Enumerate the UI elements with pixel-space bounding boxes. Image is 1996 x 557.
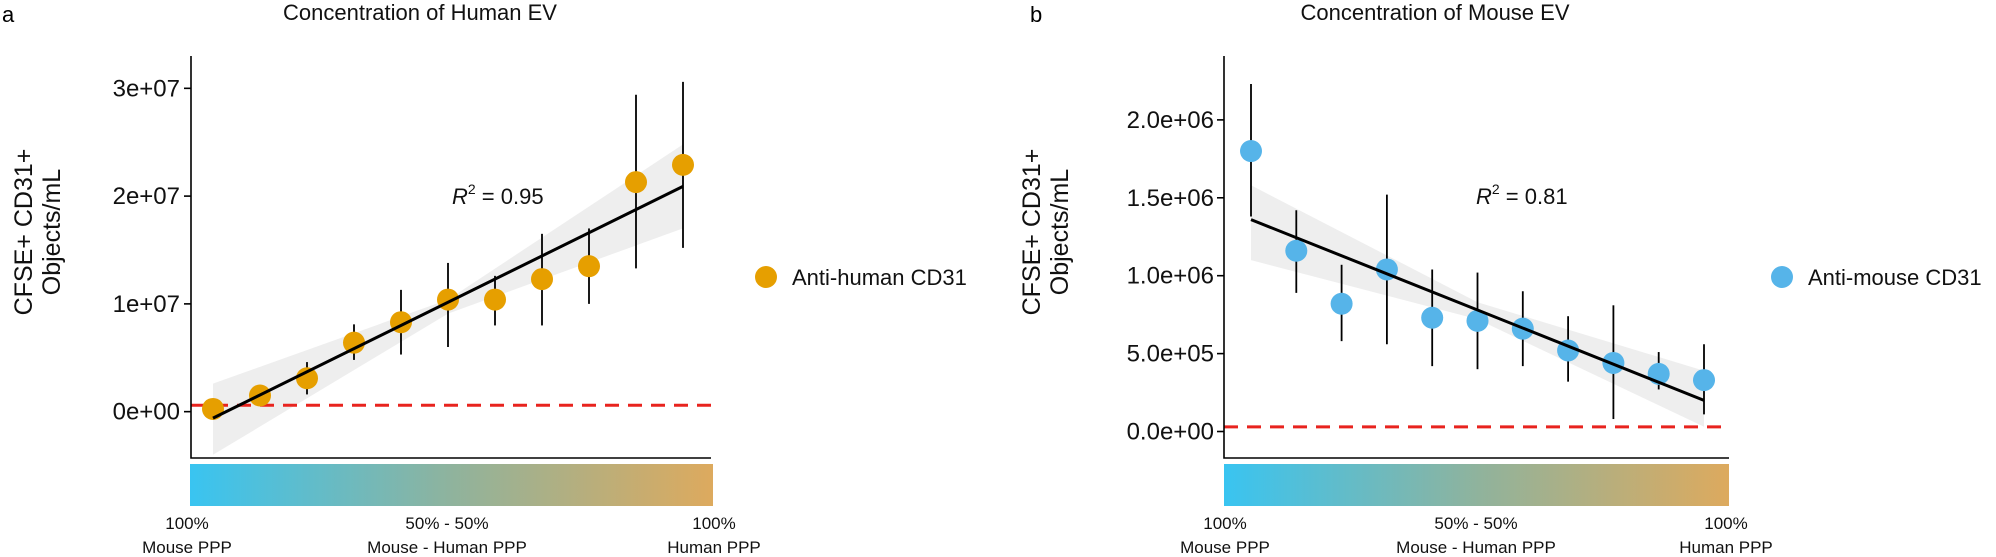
panel-b: b Concentration of Mouse EV CFSE+ CD31+ … [1018, 0, 1982, 557]
panel-a-regression-line [212, 185, 684, 420]
panel-a-grad-mid-2: Mouse - Human PPP [367, 538, 527, 557]
panel-a-ppp-gradient-bar [190, 464, 713, 506]
panel-a-ylabel-line1: CFSE+ CD31+ [10, 149, 38, 316]
panel-b-legend-label: Anti-mouse CD31 [1808, 265, 1982, 290]
panel-a-grad-left-2: Mouse PPP [142, 538, 232, 557]
panel-b-grad-right-2: Human PPP [1679, 538, 1773, 557]
panel-a-ytick-label: 0e+00 [113, 399, 180, 426]
panel-b-data-point [1693, 369, 1715, 392]
panel-b-ylabel: CFSE+ CD31+ Objects/mL [1018, 149, 1074, 316]
panel-b-data-point [1466, 309, 1489, 332]
panel-a-gradient-labels: 100% Mouse PPP 50% - 50% Mouse - Human P… [142, 514, 761, 557]
panel-b-gradient-labels: 100% Mouse PPP 50% - 50% Mouse - Human P… [1180, 514, 1773, 557]
panel-b-ytick-label: 1.0e+06 [1127, 263, 1214, 290]
panel-b-legend: Anti-mouse CD31 [1771, 265, 1982, 290]
panel-a-data-point [578, 255, 600, 278]
panel-b-ytick-label: 0.0e+00 [1127, 419, 1214, 446]
panel-a-ytick-label: 1e+07 [113, 291, 180, 318]
panel-b-axes [1223, 56, 1729, 459]
panel-a: a Concentration of Human EV CFSE+ CD31+ … [2, 0, 967, 557]
panel-a-ylabel-line2: Objects/mL [38, 169, 66, 296]
svg-text:R2 = 0.81: R2 = 0.81 [1476, 181, 1568, 209]
panel-b-ytick-label: 5.0e+05 [1127, 341, 1214, 368]
panel-b-regression-line [1250, 218, 1705, 402]
panel-a-r2-value: 0.95 [501, 184, 544, 209]
panel-b-letter: b [1030, 2, 1042, 27]
panel-a-grad-mid-1: 50% - 50% [405, 514, 488, 533]
panel-a-data-point [296, 367, 318, 390]
panel-a-plot-area: 0e+00 1e+07 2e+07 3e+07 [113, 75, 711, 455]
panel-b-plot-area: 0.0e+00 5.0e+05 1.0e+06 1.5e+06 2.0e+06 [1127, 84, 1729, 446]
panel-b-ylabel-line1: CFSE+ CD31+ [1018, 149, 1046, 316]
panel-b-data-point [1240, 140, 1262, 163]
panel-b-ylabel-line2: Objects/mL [1046, 169, 1074, 296]
svg-text:R2 = 0.95: R2 = 0.95 [452, 181, 544, 209]
panel-a-letter: a [2, 2, 15, 27]
panel-a-grad-right-1: 100% [692, 514, 735, 533]
panel-a-data-point [343, 331, 365, 354]
panel-b-r2-label: R2 = 0.81 [1476, 181, 1568, 209]
panel-a-legend: Anti-human CD31 [755, 265, 967, 290]
panel-b-grad-mid-2: Mouse - Human PPP [1396, 538, 1556, 557]
panel-a-axes [190, 56, 711, 459]
panel-b-grad-mid-1: 50% - 50% [1434, 514, 1517, 533]
panel-a-confidence-ribbon [213, 144, 683, 455]
panel-a-data-point [625, 171, 647, 194]
panel-a-ylabel: CFSE+ CD31+ Objects/mL [10, 149, 66, 316]
panel-a-ytick-label: 3e+07 [113, 75, 180, 102]
panel-a-r2-label: R2 = 0.95 [452, 181, 544, 209]
panel-b-data-point [1285, 239, 1308, 262]
panel-b-legend-marker [1771, 266, 1793, 288]
panel-a-ytick-label: 2e+07 [113, 183, 180, 210]
panel-b-grad-right-1: 100% [1704, 514, 1747, 533]
panel-b-data-point [1330, 292, 1353, 315]
panel-b-ytick-label: 2.0e+06 [1127, 107, 1214, 134]
panel-b-grad-left-2: Mouse PPP [1180, 538, 1270, 557]
panel-b-title: Concentration of Mouse EV [1300, 0, 1569, 25]
panel-b-ppp-gradient-bar [1224, 464, 1729, 506]
panel-b-r2-value: 0.81 [1525, 184, 1568, 209]
panel-a-title: Concentration of Human EV [283, 0, 557, 25]
panel-b-ytick-label: 1.5e+06 [1127, 185, 1214, 212]
panel-a-data-point [672, 153, 694, 176]
panel-a-grad-right-2: Human PPP [667, 538, 761, 557]
panel-b-data-point [1421, 306, 1444, 329]
panel-a-legend-marker [755, 266, 777, 288]
panel-a-data-point [484, 288, 506, 311]
panel-a-legend-label: Anti-human CD31 [792, 265, 967, 290]
panel-b-grad-left-1: 100% [1203, 514, 1246, 533]
panel-a-grad-left-1: 100% [165, 514, 208, 533]
panel-a-data-point [531, 268, 553, 291]
